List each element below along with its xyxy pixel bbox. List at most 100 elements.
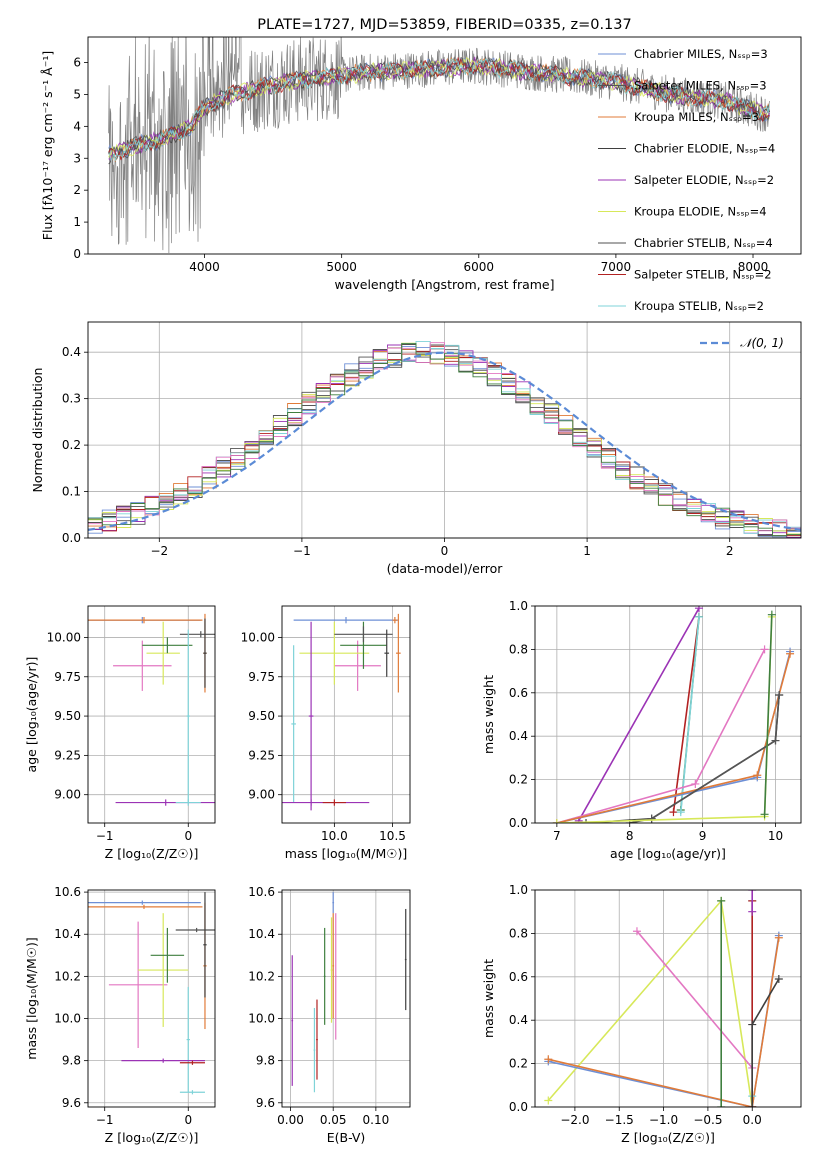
y-tick-label: 0.2 bbox=[509, 773, 528, 787]
y-tick-label: 10.4 bbox=[54, 927, 81, 941]
weight-marker bbox=[767, 610, 776, 619]
weight-marker bbox=[748, 1103, 757, 1107]
normal-reference-curve bbox=[88, 351, 801, 531]
x-tick-label: −0.5 bbox=[693, 1113, 722, 1127]
weight-marker bbox=[694, 606, 703, 613]
x-tick-label: 10 bbox=[768, 829, 783, 843]
plot-area bbox=[88, 613, 215, 806]
y-axis-label: Flux [fλ10⁻¹⁷ erg cm⁻² s⁻¹ Å⁻¹] bbox=[40, 51, 55, 240]
axes-frame bbox=[87, 605, 216, 824]
y-tick-label: 0.8 bbox=[509, 642, 528, 656]
y-tick-label: 9.75 bbox=[54, 670, 81, 684]
x-tick-label: −1.5 bbox=[605, 1113, 634, 1127]
x-tick-label: 0 bbox=[441, 544, 449, 558]
x-tick-label: 8000 bbox=[738, 260, 769, 274]
weight-marker bbox=[552, 819, 561, 823]
y-tick-label: 0.4 bbox=[509, 1013, 528, 1027]
x-tick-label: 7 bbox=[553, 829, 561, 843]
y-tick-label: 9.25 bbox=[54, 748, 81, 762]
y-tick-label: 10.00 bbox=[241, 630, 275, 644]
legend-entry: Kroupa STELIB, Nₛₛₚ=2 bbox=[634, 299, 764, 313]
plot-area bbox=[88, 340, 801, 538]
y-tick-label: 0.6 bbox=[509, 970, 528, 984]
x-axis-label: wavelength [Angstrom, rest frame] bbox=[334, 277, 554, 292]
weight-marker bbox=[544, 1096, 553, 1105]
weight-line bbox=[636, 930, 753, 1069]
y-tick-label: 0.6 bbox=[509, 686, 528, 700]
weight-line bbox=[629, 694, 780, 823]
x-tick-label: −2.0 bbox=[560, 1113, 589, 1127]
x-tick-label: 7000 bbox=[601, 260, 632, 274]
y-tick-label: 4 bbox=[73, 119, 81, 133]
weight-marker bbox=[717, 896, 726, 905]
y-tick-label: 6 bbox=[73, 56, 81, 70]
x-axis-label: Z [log₁₀(Z/Z☉)] bbox=[621, 1130, 715, 1145]
y-tick-label: 10.6 bbox=[248, 885, 275, 899]
y-tick-label: 5 bbox=[73, 87, 81, 101]
plot-area bbox=[88, 892, 215, 1095]
x-tick-label: −1 bbox=[96, 1113, 114, 1127]
weight-marker bbox=[582, 819, 591, 823]
legend-entry: Chabrier STELIB, Nₛₛₚ=4 bbox=[634, 236, 773, 250]
y-tick-label: 1 bbox=[73, 215, 81, 229]
y-tick-label: 0.4 bbox=[509, 729, 528, 743]
weight-marker bbox=[632, 927, 641, 936]
x-tick-label: 0 bbox=[184, 1113, 192, 1127]
y-tick-label: 0.1 bbox=[62, 485, 81, 499]
weight-line bbox=[763, 614, 773, 815]
weight-marker bbox=[669, 808, 678, 817]
weight-marker bbox=[647, 814, 656, 823]
legend-entry: Kroupa ELODIE, Nₛₛₚ=4 bbox=[634, 205, 767, 219]
y-axis-label: mass weight bbox=[481, 959, 496, 1038]
axes-frame bbox=[281, 889, 411, 1108]
y-tick-label: 9.8 bbox=[256, 1054, 275, 1068]
x-tick-label: 10.5 bbox=[379, 829, 406, 843]
weight-marker bbox=[760, 645, 769, 654]
plot-area bbox=[108, 37, 770, 254]
histogram-step bbox=[88, 342, 801, 537]
weight-marker bbox=[694, 612, 703, 621]
panel-age-vs-Z: −1 0 9.00 9.25 9.50 9.75 10.00 Z [log₁₀(Z/Z☉)] a… bbox=[24, 605, 216, 861]
weight-marker bbox=[676, 808, 685, 817]
weight-marker bbox=[748, 1020, 757, 1029]
y-tick-label: 10.0 bbox=[248, 1012, 275, 1026]
x-tick-label: 0.00 bbox=[277, 1113, 304, 1127]
weight-line bbox=[751, 978, 780, 1107]
y-tick-label: 0.2 bbox=[62, 438, 81, 452]
plot-area bbox=[552, 606, 795, 823]
y-tick-label: 0.3 bbox=[62, 392, 81, 406]
y-axis-label: Normed distribution bbox=[30, 368, 45, 493]
weight-marker bbox=[771, 736, 780, 745]
y-tick-label: 9.6 bbox=[256, 1096, 275, 1110]
y-tick-label: 1.0 bbox=[509, 599, 528, 613]
x-axis-label: E(B-V) bbox=[327, 1130, 366, 1145]
x-tick-label: 2 bbox=[726, 544, 734, 558]
y-tick-label: 0.8 bbox=[509, 926, 528, 940]
y-tick-label: 0.0 bbox=[509, 1100, 528, 1114]
x-axis-label: Z [log₁₀(Z/Z☉)] bbox=[105, 1130, 199, 1145]
y-tick-label: 3 bbox=[73, 151, 81, 165]
y-tick-label: 10.2 bbox=[248, 969, 275, 983]
weight-line bbox=[680, 616, 700, 813]
panel-weight-vs-Z: −2.0 −1.5 −1.0 −0.5 0.0 0.0 0.2 0.4 0.6 0.8 1.0 Z [… bbox=[481, 883, 802, 1145]
x-tick-label: 4000 bbox=[189, 260, 220, 274]
weight-marker bbox=[748, 890, 757, 894]
axes-frame bbox=[534, 889, 802, 1108]
y-tick-label: 0.2 bbox=[509, 1057, 528, 1071]
panel-mass-vs-EBV: 0.00 0.05 0.10 9.6 9.8 10.0 10.2 10.4 10.6 E(B-V) bbox=[248, 885, 411, 1145]
plot-area bbox=[291, 892, 407, 1093]
weight-line bbox=[672, 616, 700, 813]
y-tick-label: 0.0 bbox=[509, 816, 528, 830]
weight-marker bbox=[775, 690, 784, 699]
y-axis-label: mass [log₁₀(M/M☉)] bbox=[24, 937, 39, 1059]
y-tick-label: 10.2 bbox=[54, 969, 81, 983]
chart-title: PLATE=1727, MJD=53859, FIBERID=0335, z=0… bbox=[257, 17, 631, 33]
plot-area bbox=[544, 890, 783, 1107]
x-axis-label: age [log₁₀(age/yr)] bbox=[610, 846, 726, 861]
x-tick-label: −1.0 bbox=[649, 1113, 678, 1127]
y-tick-label: 9.6 bbox=[62, 1096, 81, 1110]
y-tick-label: 0.0 bbox=[62, 531, 81, 545]
x-axis-label: Z [log₁₀(Z/Z☉)] bbox=[105, 846, 199, 861]
y-tick-label: 9.8 bbox=[62, 1054, 81, 1068]
y-tick-label: 9.25 bbox=[248, 748, 275, 762]
